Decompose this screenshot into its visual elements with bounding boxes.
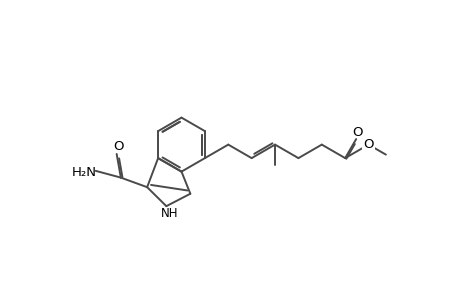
Text: O: O	[351, 126, 362, 139]
Text: NH: NH	[160, 207, 178, 220]
Text: O: O	[113, 140, 123, 154]
Text: H₂N: H₂N	[72, 167, 97, 179]
Text: O: O	[363, 138, 373, 151]
